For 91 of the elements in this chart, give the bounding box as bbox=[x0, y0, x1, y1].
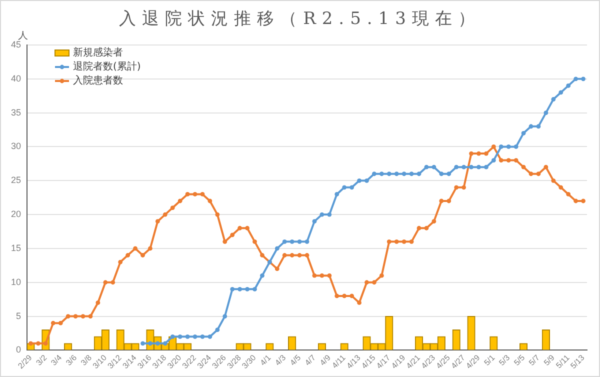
y-tick-label: 30 bbox=[10, 141, 22, 152]
y-tick-label: 20 bbox=[10, 209, 22, 220]
point bbox=[484, 164, 488, 170]
point bbox=[252, 286, 257, 292]
point bbox=[304, 239, 310, 244]
point bbox=[327, 212, 332, 217]
x-tick-label: 5/9 bbox=[542, 352, 557, 368]
point bbox=[379, 172, 384, 176]
point bbox=[312, 219, 317, 224]
point bbox=[386, 172, 392, 176]
point bbox=[536, 124, 541, 129]
point bbox=[208, 334, 212, 339]
y-tick-label: 35 bbox=[10, 107, 22, 118]
point bbox=[274, 246, 280, 251]
point bbox=[192, 334, 198, 339]
x-tick-label: 4/5 bbox=[288, 352, 303, 368]
x-tick-label: 3/22 bbox=[180, 352, 198, 371]
point bbox=[446, 172, 452, 176]
legend-label: 新規感染者 bbox=[73, 46, 124, 59]
point bbox=[424, 164, 429, 170]
point bbox=[566, 83, 571, 88]
x-tick-label: 5/3 bbox=[497, 352, 512, 368]
point bbox=[394, 172, 399, 176]
y-tick-label: 0 bbox=[16, 344, 22, 355]
point bbox=[200, 334, 205, 339]
point bbox=[350, 185, 354, 190]
point bbox=[334, 192, 340, 196]
point bbox=[297, 239, 302, 244]
point bbox=[357, 178, 362, 183]
x-tick-label: 5/5 bbox=[512, 352, 527, 368]
point bbox=[462, 164, 466, 170]
x-tick-label: 3/20 bbox=[166, 352, 184, 371]
x-tick-label: 3/6 bbox=[64, 352, 79, 368]
point bbox=[416, 172, 422, 176]
point bbox=[581, 76, 586, 82]
point bbox=[222, 314, 228, 318]
x-tick-label: 4/19 bbox=[390, 352, 408, 371]
point bbox=[245, 286, 250, 292]
point bbox=[148, 341, 152, 346]
x-tick-label: 3/2 bbox=[34, 352, 50, 368]
point bbox=[140, 341, 145, 346]
point bbox=[432, 164, 436, 170]
y-tick-label: 40 bbox=[10, 73, 22, 84]
x-tick-label: 4/7 bbox=[303, 352, 318, 368]
point bbox=[282, 239, 287, 244]
point bbox=[491, 158, 496, 162]
y-tick-label: 45 bbox=[10, 39, 22, 50]
x-tick-label: 3/8 bbox=[79, 352, 94, 368]
point bbox=[558, 90, 564, 95]
x-tick-label: 4/3 bbox=[273, 352, 288, 368]
point bbox=[364, 178, 369, 183]
point bbox=[439, 172, 444, 176]
point bbox=[402, 172, 406, 176]
y-tick-label: 10 bbox=[10, 276, 22, 287]
y-tick-label: 25 bbox=[10, 175, 22, 186]
point bbox=[260, 273, 264, 278]
point bbox=[162, 341, 168, 346]
point bbox=[215, 328, 220, 332]
x-tick-label: 4/1 bbox=[258, 352, 274, 368]
point bbox=[476, 164, 481, 170]
point bbox=[320, 212, 324, 217]
y-tick-label: 5 bbox=[16, 310, 22, 321]
point bbox=[178, 334, 182, 339]
x-tick-label: 4/21 bbox=[404, 352, 422, 371]
point bbox=[185, 334, 190, 339]
legend-label: 入院患者数 bbox=[73, 74, 124, 87]
point bbox=[498, 144, 504, 149]
point bbox=[372, 172, 376, 176]
x-tick-label: 5/7 bbox=[527, 352, 542, 368]
y-tick-label: 15 bbox=[10, 242, 22, 253]
y-axis-title: 人 bbox=[18, 30, 28, 42]
point bbox=[409, 172, 414, 176]
point bbox=[342, 185, 347, 190]
point bbox=[521, 130, 526, 136]
point bbox=[454, 164, 459, 170]
x-tick-label: 3/4 bbox=[49, 352, 64, 368]
legend-label: 退院者数(累計) bbox=[73, 60, 141, 73]
point bbox=[238, 286, 242, 292]
x-tick-label: 5/1 bbox=[482, 352, 498, 368]
point bbox=[290, 239, 294, 244]
point bbox=[514, 144, 518, 149]
point bbox=[230, 286, 235, 292]
point bbox=[506, 144, 511, 149]
point bbox=[551, 97, 556, 102]
point bbox=[170, 334, 175, 339]
chart-title: 入退院状況推移（R2.5.13現在） bbox=[118, 8, 482, 30]
point bbox=[574, 76, 578, 82]
point bbox=[544, 110, 548, 116]
point bbox=[528, 124, 534, 129]
x-tick-label: 4/9 bbox=[318, 352, 333, 368]
point bbox=[469, 164, 474, 170]
